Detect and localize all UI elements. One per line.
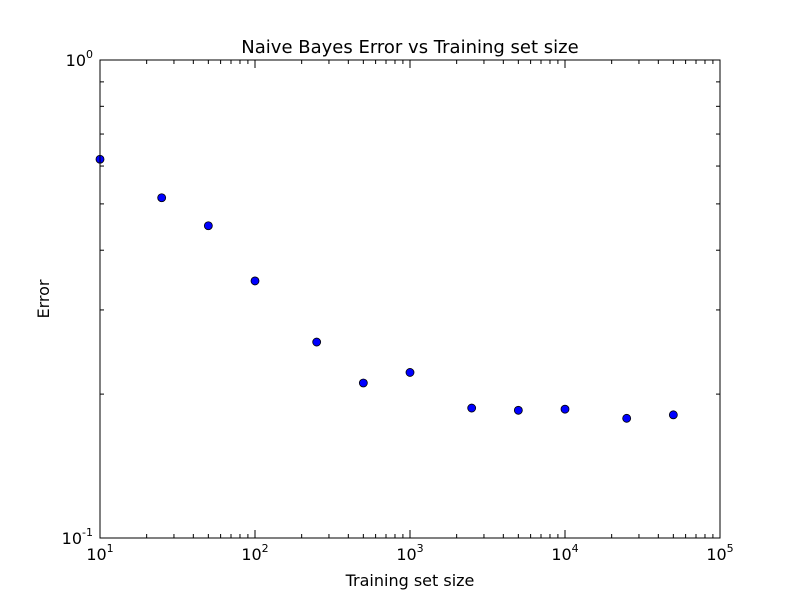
x-tick-base: 10 [241,545,261,564]
x-tick-base: 10 [706,545,726,564]
x-tick-label: 102 [241,542,268,564]
x-tick-base: 10 [86,545,106,564]
data-point [250,276,260,286]
data-point [358,378,368,388]
x-tick-base: 10 [551,545,571,564]
y-tick-label: 100 [66,48,93,70]
data-point [622,413,632,423]
y-tick-base: 10 [66,51,86,70]
x-axis-label: Training set size [345,571,475,590]
y-tick-label: 10-1 [62,526,93,548]
y-axis-label: Error [34,279,53,318]
y-tick-exponent: 0 [86,48,93,61]
x-tick-exponent: 4 [572,542,579,555]
chart-title: Naive Bayes Error vs Training set size [241,37,578,58]
data-point [405,368,415,377]
x-tick-exponent: 5 [727,542,734,555]
x-tick-label: 101 [86,542,113,564]
data-point [312,337,322,347]
x-tick-base: 10 [396,545,416,564]
x-tick-label: 103 [396,542,423,564]
data-point [157,193,167,203]
y-tick-base: 10 [62,529,82,548]
x-tick-label: 104 [551,542,578,564]
data-points [95,154,678,423]
x-tick-label: 105 [706,542,733,564]
x-tick-labels: 101 102 103 104 105 [86,542,733,564]
y-tick-exponent: -1 [82,526,93,539]
x-tick-exponent: 2 [262,542,269,555]
x-tick-exponent: 1 [107,542,114,555]
data-point [560,404,570,414]
data-point [668,410,678,420]
data-point [467,403,477,413]
plot-frame [99,59,721,539]
data-point [513,405,523,415]
minor-ticks [100,60,720,538]
x-tick-exponent: 3 [417,542,424,555]
data-point [203,221,213,231]
